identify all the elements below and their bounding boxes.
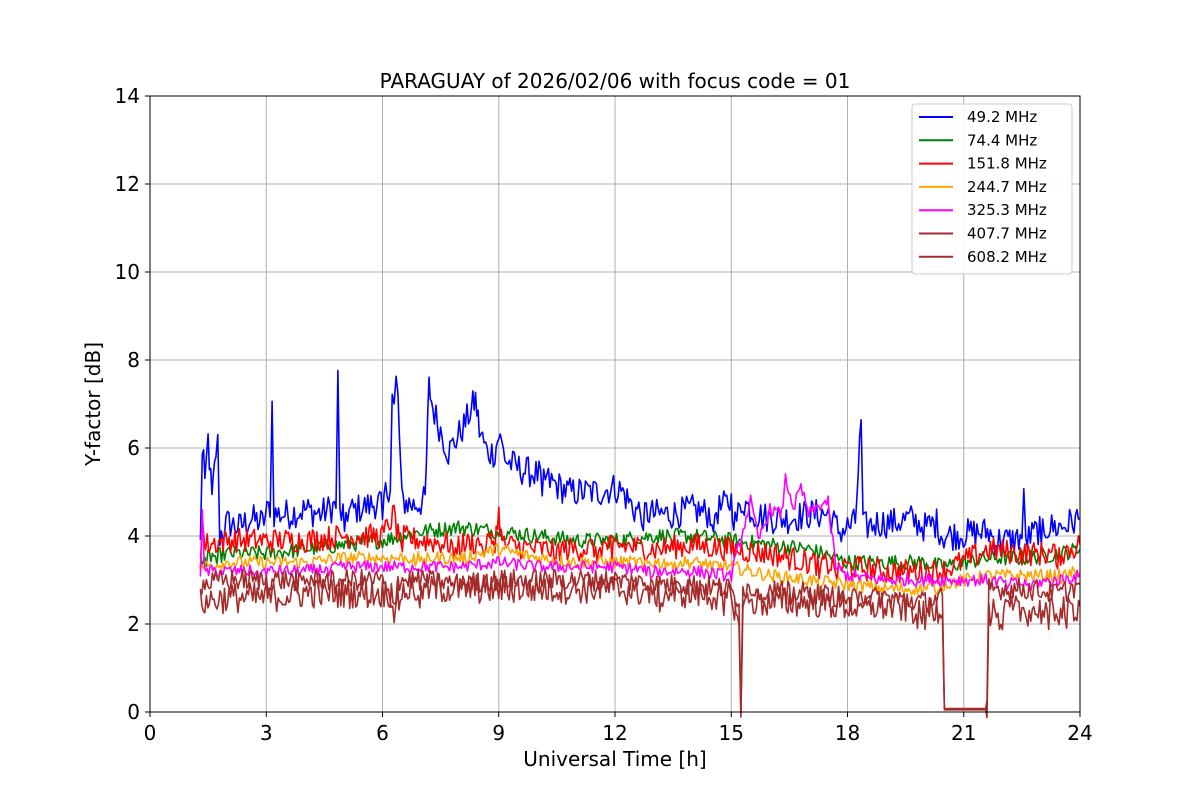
x-tick-label: 21	[951, 721, 976, 745]
y-tick-label: 0	[127, 700, 140, 724]
legend-item: 244.7 MHz	[919, 178, 1047, 196]
series-line-6	[199, 568, 1081, 715]
series-layer	[199, 369, 1081, 719]
x-tick-label: 18	[835, 721, 860, 745]
x-tick-label: 12	[602, 721, 627, 745]
legend-box	[911, 103, 1073, 275]
x-tick-label: 9	[492, 721, 505, 745]
legend-label: 325.3 MHz	[967, 201, 1047, 219]
legend-item: 151.8 MHz	[919, 155, 1047, 173]
chart-title: PARAGUAY of 2026/02/06 with focus code =…	[380, 69, 851, 93]
x-tick-label: 15	[719, 721, 744, 745]
y-axis-label: Y-factor [dB]	[81, 342, 105, 467]
y-tick-label: 2	[127, 612, 140, 636]
legend-label: 151.8 MHz	[967, 155, 1047, 173]
series-line-0	[199, 369, 1081, 556]
legend-label: 49.2 MHz	[967, 108, 1037, 126]
legend-label: 407.7 MHz	[967, 225, 1047, 243]
series-line-2	[199, 504, 1081, 585]
series-line-5	[199, 573, 1081, 719]
series-line-4	[199, 473, 1081, 592]
legend-label: 74.4 MHz	[967, 131, 1037, 149]
y-tick-label: 12	[115, 172, 140, 196]
x-tick-label: 0	[144, 721, 157, 745]
legend-label: 608.2 MHz	[967, 248, 1047, 266]
legend-item: 608.2 MHz	[919, 248, 1047, 266]
legend-item: 49.2 MHz	[919, 108, 1037, 126]
y-tick-label: 10	[115, 260, 140, 284]
y-tick-label: 6	[127, 436, 140, 460]
x-axis-label: Universal Time [h]	[523, 747, 706, 771]
legend-item: 407.7 MHz	[919, 225, 1047, 243]
legend-item: 325.3 MHz	[919, 201, 1047, 219]
x-tick-label: 24	[1067, 721, 1092, 745]
y-tick-label: 4	[127, 524, 140, 548]
legend-item: 74.4 MHz	[919, 131, 1037, 149]
y-tick-label: 8	[127, 348, 140, 372]
x-tick-label: 3	[260, 721, 273, 745]
x-axis: 0 3 6 9 12 15 18 21 24	[144, 712, 1093, 745]
x-tick-label: 6	[376, 721, 389, 745]
y-tick-label: 14	[115, 84, 140, 108]
y-axis: 0 2 4 6 8 10 12 14	[115, 84, 150, 724]
legend-label: 244.7 MHz	[967, 178, 1047, 196]
legend: 49.2 MHz 74.4 MHz 151.8 MHz 244.7 MHz 32…	[911, 103, 1073, 275]
